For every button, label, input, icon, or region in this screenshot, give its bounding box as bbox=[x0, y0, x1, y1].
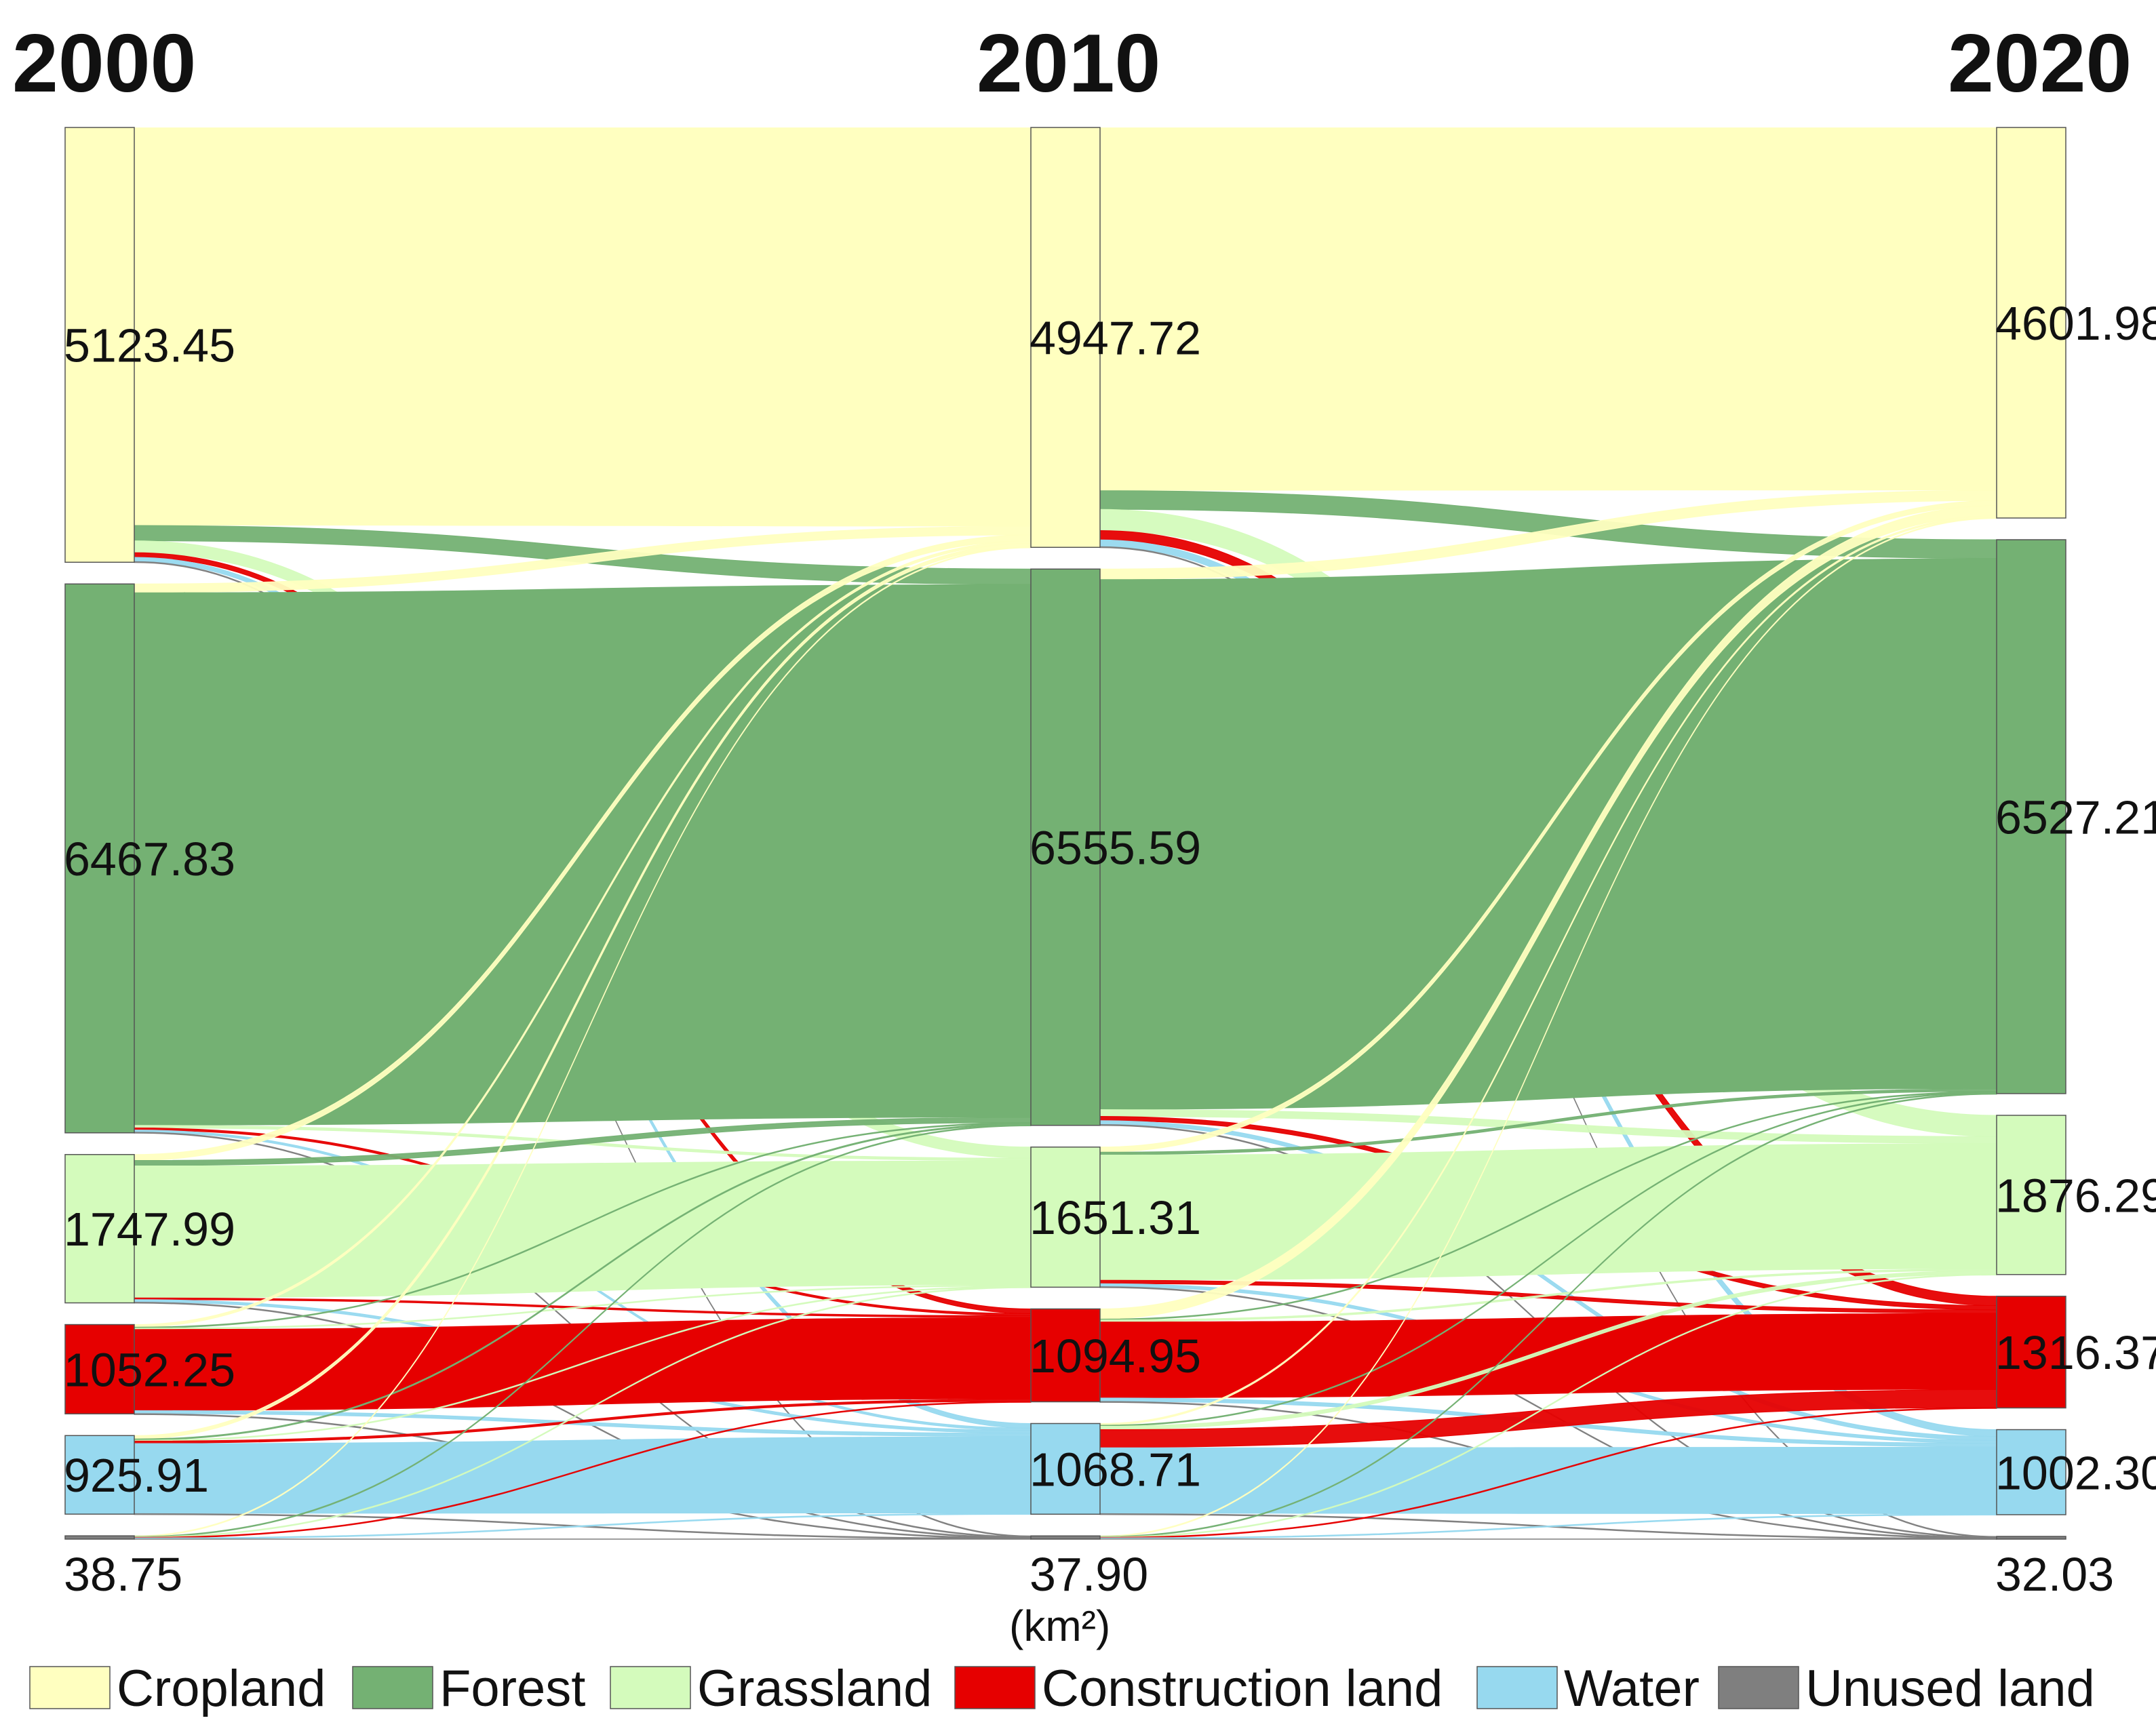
node-2010-grassland bbox=[1030, 1147, 1101, 1288]
legend-label-unused-land: Unused land bbox=[1805, 1660, 2095, 1717]
flow-2010-2020-water-to-water bbox=[1100, 1446, 1997, 1514]
flow-2000-2010-forest-to-forest bbox=[134, 584, 1031, 1126]
unit-label: (km²) bbox=[1009, 1601, 1110, 1650]
flow-2010-2020-unused-land-to-water bbox=[1099, 1513, 1997, 1540]
value-label-2000-cropland: 5123.45 bbox=[64, 319, 235, 372]
node-2020-water bbox=[1996, 1429, 2066, 1515]
flow-2000-2010-unused-land-to-forest bbox=[134, 1124, 1032, 1538]
legend-item-unused-land: Unused land bbox=[1718, 1660, 2095, 1717]
value-label-2010-unused-land: 37.90 bbox=[1030, 1548, 1148, 1601]
node-2020-unused-land bbox=[1996, 1536, 2066, 1540]
value-label-2010-cropland: 4947.72 bbox=[1030, 312, 1201, 365]
value-label-2020-construction-land: 1316.37 bbox=[1995, 1326, 2156, 1379]
legend-item-construction-land: Construction land bbox=[954, 1660, 1443, 1717]
flow-2010-2020-grassland-to-grassland bbox=[1100, 1143, 1997, 1281]
value-label-2000-unused-land: 38.75 bbox=[64, 1548, 182, 1601]
node-2000-forest bbox=[64, 583, 135, 1134]
value-label-2000-grassland: 1747.99 bbox=[64, 1203, 235, 1256]
legend-label-forest: Forest bbox=[439, 1660, 585, 1717]
legend-swatch-construction-land bbox=[954, 1666, 1036, 1709]
legend-item-forest: Forest bbox=[352, 1660, 585, 1717]
flow-2000-2010-unused-land-to-unused-land bbox=[134, 1538, 1031, 1540]
flow-2010-2020-cropland-to-cropland bbox=[1100, 127, 1997, 491]
node-2000-construction-land bbox=[64, 1324, 135, 1415]
node-2010-construction-land bbox=[1030, 1308, 1101, 1403]
value-label-2010-forest: 6555.59 bbox=[1030, 822, 1201, 875]
node-2020-forest bbox=[1996, 539, 2066, 1094]
flow-2000-2010-unused-land-to-water bbox=[134, 1513, 1032, 1540]
value-label-2020-water: 1002.30 bbox=[1995, 1446, 2156, 1499]
node-2000-unused-land bbox=[64, 1535, 135, 1540]
legend-swatch-unused-land bbox=[1718, 1666, 1799, 1709]
value-label-2000-construction-land: 1052.25 bbox=[64, 1343, 235, 1396]
flow-2010-2020-unused-land-to-unused-land bbox=[1100, 1538, 1997, 1540]
value-label-2020-forest: 6527.21 bbox=[1995, 791, 2156, 843]
value-label-2010-water: 1068.71 bbox=[1030, 1443, 1201, 1496]
value-label-2010-construction-land: 1094.95 bbox=[1030, 1330, 1201, 1382]
value-labels: 5123.45 6467.83 1747.99 1052.25 925.91 38.75 4… bbox=[64, 297, 2156, 1601]
value-label-2020-grassland: 1876.29 bbox=[1995, 1169, 2156, 1222]
legend-item-water: Water bbox=[1476, 1660, 1700, 1717]
value-label-2020-unused-land: 32.03 bbox=[1995, 1548, 2114, 1601]
node-2000-water bbox=[64, 1435, 135, 1515]
legend-swatch-grassland bbox=[610, 1666, 691, 1709]
flow-2000-2010-unused-land-to-grassland bbox=[134, 1286, 1032, 1538]
node-2000-cropland bbox=[64, 127, 135, 563]
year-label-2020: 2020 bbox=[1948, 17, 2132, 109]
flows-layer bbox=[134, 127, 1997, 1540]
node-2020-grassland bbox=[1996, 1115, 2066, 1275]
node-2010-cropland bbox=[1030, 127, 1101, 549]
node-2010-unused-land bbox=[1030, 1535, 1101, 1540]
value-label-2000-forest: 6467.83 bbox=[64, 833, 235, 886]
value-label-2020-cropland: 4601.98 bbox=[1995, 297, 2156, 350]
flow-2010-2020-water-to-construction-land bbox=[1099, 1389, 1997, 1448]
flow-2010-2020-construction-land-to-construction-land bbox=[1100, 1313, 1997, 1398]
node-2020-construction-land bbox=[1996, 1296, 2066, 1409]
legend-swatch-water bbox=[1476, 1666, 1558, 1709]
legend-swatch-cropland bbox=[29, 1666, 111, 1709]
value-label-2000-water: 925.91 bbox=[64, 1449, 209, 1502]
legend-swatch-forest bbox=[352, 1666, 433, 1709]
flow-2010-2020-unused-land-to-forest bbox=[1099, 1092, 1997, 1538]
legend-label-water: Water bbox=[1564, 1660, 1700, 1717]
legend-label-construction-land: Construction land bbox=[1042, 1660, 1443, 1717]
flow-2000-2010-water-to-water bbox=[134, 1436, 1031, 1514]
node-2010-water bbox=[1030, 1422, 1101, 1515]
legend-label-grassland: Grassland bbox=[697, 1660, 932, 1717]
flow-2000-2010-cropland-to-cropland bbox=[134, 127, 1031, 527]
flow-2000-2010-construction-land-to-water bbox=[134, 1410, 1032, 1437]
value-label-2010-grassland: 1651.31 bbox=[1030, 1191, 1201, 1244]
nodes-layer bbox=[64, 127, 2066, 1540]
legend: Cropland Forest Grassland Construction land… bbox=[29, 1660, 2095, 1717]
node-2000-grassland bbox=[64, 1154, 135, 1304]
year-label-2000: 2000 bbox=[12, 17, 196, 109]
legend-item-cropland: Cropland bbox=[29, 1660, 326, 1717]
legend-label-cropland: Cropland bbox=[117, 1660, 326, 1717]
year-label-2010: 2010 bbox=[977, 17, 1160, 109]
legend-item-grassland: Grassland bbox=[610, 1660, 932, 1717]
flow-2010-2020-forest-to-forest bbox=[1100, 558, 1997, 1110]
node-2020-cropland bbox=[1996, 127, 2066, 519]
node-2010-forest bbox=[1030, 568, 1101, 1126]
flow-2000-2010-grassland-to-grassland bbox=[134, 1160, 1031, 1298]
